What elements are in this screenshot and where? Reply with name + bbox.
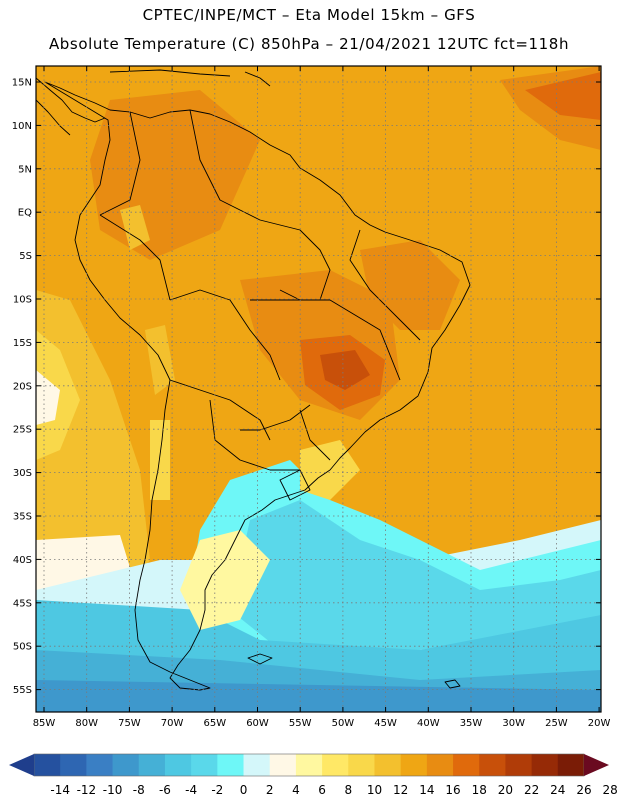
colorbar-swatch: [374, 754, 402, 776]
lat-label: 45S: [13, 598, 32, 609]
colorbar: -14 -12 -10 -8 -6 -4 -2 0 2 4 6 8 10 12 14 16 18 20 22 24 26…: [9, 753, 618, 797]
colorbar-high-arrow: [584, 754, 609, 776]
lat-label: 10S: [13, 295, 32, 306]
lon-label: 85W: [33, 718, 56, 729]
colorbar-swatch: [557, 754, 585, 776]
colorbar-swatch: [348, 754, 375, 776]
colorbar-label: 2: [266, 783, 274, 797]
colorbar-swatch: [479, 754, 506, 776]
colorbar-swatch: [453, 754, 480, 776]
colorbar-label: 20: [498, 783, 513, 797]
lat-label: 40S: [13, 555, 32, 566]
chart-title: CPTEC/INPE/MCT – Eta Model 15km – GFS: [142, 6, 476, 24]
lat-label: 50S: [13, 642, 32, 653]
colorbar-swatch: [531, 754, 559, 776]
lon-label: 60W: [246, 718, 269, 729]
colorbar-swatch: [243, 754, 271, 776]
lat-label: 15N: [12, 78, 32, 89]
colorbar-swatch: [191, 754, 218, 776]
colorbar-swatch: [217, 754, 244, 776]
colorbar-swatch: [60, 754, 87, 776]
colorbar-swatch: [295, 754, 323, 776]
lon-label: 20W: [588, 718, 611, 729]
lat-ticks: 15N 10N 5N EQ 5S 10S 15S 20S 25S 30S 35S 40S 45S 50S 5…: [12, 78, 601, 696]
colorbar-swatch: [269, 754, 297, 776]
lon-label: 65W: [203, 718, 226, 729]
lat-label: 35S: [13, 512, 32, 523]
lat-label: 5S: [19, 251, 32, 262]
lon-label: 50W: [332, 718, 355, 729]
colorbar-label: 0: [240, 783, 248, 797]
lon-label: 25W: [545, 718, 568, 729]
lat-label: 10N: [12, 121, 32, 132]
colorbar-label: -14: [50, 783, 70, 797]
colorbar-swatch: [322, 754, 349, 776]
colorbar-swatch: [138, 754, 166, 776]
lat-label: 55S: [13, 685, 32, 696]
colorbar-label: -12: [77, 783, 97, 797]
lon-ticks: 85W 80W 75W 70W 65W 60W 55W 50W 45W 40W 35W 30W 25W 2…: [33, 66, 611, 729]
colorbar-swatch: [86, 754, 113, 776]
lon-label: 40W: [417, 718, 440, 729]
colorbar-label: 16: [445, 783, 460, 797]
colorbar-label: 22: [524, 783, 539, 797]
lat-label: 25S: [13, 425, 32, 436]
lon-label: 30W: [502, 718, 525, 729]
lat-label: EQ: [18, 208, 32, 219]
colorbar-label: 26: [576, 783, 591, 797]
colorbar-swatch: [505, 754, 533, 776]
colorbar-label: 28: [603, 783, 618, 797]
colorbar-label: -4: [185, 783, 197, 797]
colorbar-swatch: [112, 754, 140, 776]
colorbar-label: 18: [472, 783, 487, 797]
colorbar-label: 6: [318, 783, 326, 797]
lat-label: 5N: [18, 164, 32, 175]
lon-label: 35W: [460, 718, 483, 729]
lon-label: 45W: [374, 718, 397, 729]
colorbar-label: 8: [344, 783, 352, 797]
temperature-field: [36, 66, 601, 712]
colorbar-label: 24: [550, 783, 565, 797]
colorbar-low-arrow: [9, 754, 34, 776]
lat-label: 15S: [13, 338, 32, 349]
colorbar-label: 14: [419, 783, 434, 797]
lat-label: 20S: [13, 381, 32, 392]
colorbar-swatch: [426, 754, 454, 776]
chart-subtitle: Absolute Temperature (C) 850hPa – 21/04/…: [48, 35, 570, 53]
lon-label: 80W: [75, 718, 98, 729]
colorbar-label: -6: [159, 783, 171, 797]
colorbar-label: -10: [103, 783, 123, 797]
colorbar-swatch: [34, 754, 61, 776]
lon-label: 75W: [118, 718, 141, 729]
colorbar-swatch: [164, 754, 192, 776]
lon-label: 55W: [289, 718, 312, 729]
map-frame: [35, 65, 602, 713]
colorbar-label: 10: [367, 783, 382, 797]
lon-label: 70W: [161, 718, 184, 729]
colorbar-label: -8: [133, 783, 145, 797]
colorbar-label: 4: [292, 783, 300, 797]
colorbar-label: -2: [211, 783, 223, 797]
lat-label: 30S: [13, 468, 32, 479]
colorbar-swatch: [400, 754, 428, 776]
colorbar-label: 12: [393, 783, 408, 797]
